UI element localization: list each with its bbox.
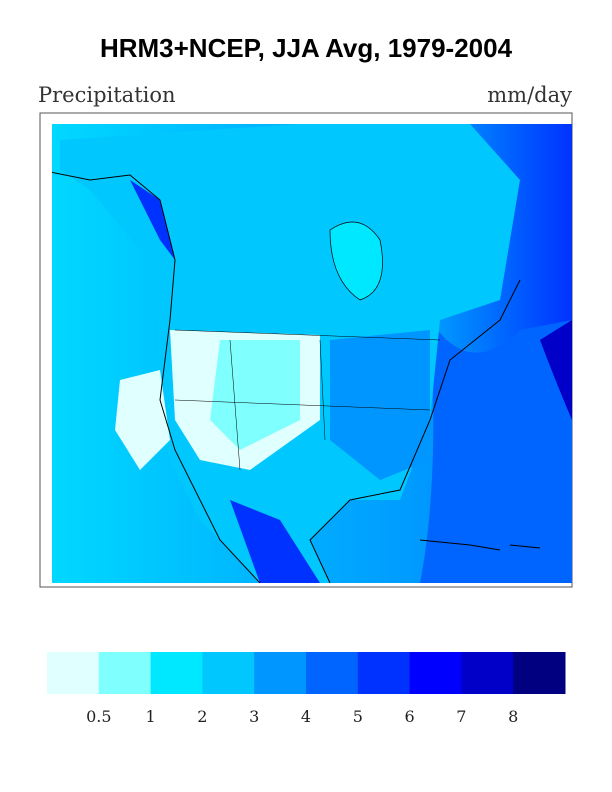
map [39, 112, 573, 588]
colorbar-tick-label: 0.5 [86, 707, 111, 726]
colorbar-box [202, 652, 255, 694]
colorbar-box [47, 652, 100, 694]
colorbar-tick-label: 8 [508, 707, 518, 726]
caribbean [419, 539, 541, 551]
colorbar-tick-label: 3 [249, 707, 259, 726]
hudson-bay [329, 221, 383, 301]
colorbar-tick-label: 1 [146, 707, 156, 726]
colorbar-tick-label: 2 [197, 707, 207, 726]
coast-wet [130, 180, 175, 260]
colorbar-box [150, 652, 203, 694]
colorbar-tick-label: 4 [301, 707, 311, 726]
colorbar-tick-label: 6 [405, 707, 415, 726]
gulf-stream [540, 320, 572, 420]
colorbar-box [254, 652, 307, 694]
colorbar-tick-label: 5 [353, 707, 363, 726]
colorbar-box [409, 652, 462, 694]
plains [210, 340, 300, 450]
mexico-wet [230, 500, 320, 583]
pacific-dry [115, 370, 170, 470]
colorbar-box [306, 652, 359, 694]
east-wet [330, 330, 430, 480]
title: HRM3+NCEP, JJA Avg, 1979-2004 [100, 33, 513, 63]
atlantic-wet [420, 320, 572, 583]
colorbar-box [461, 652, 514, 694]
variable-label: Precipitation [38, 83, 176, 107]
colorbar-tick-label: 7 [456, 707, 466, 726]
coastline [52, 171, 521, 583]
colorbar: 0.5 1 2 3 4 5 6 7 8 [47, 652, 566, 726]
unit-label: mm/day [487, 83, 572, 107]
colorbar-box [513, 652, 566, 694]
colorbar-box [357, 652, 411, 694]
borders [174, 329, 441, 471]
colorbar-box [98, 652, 152, 694]
